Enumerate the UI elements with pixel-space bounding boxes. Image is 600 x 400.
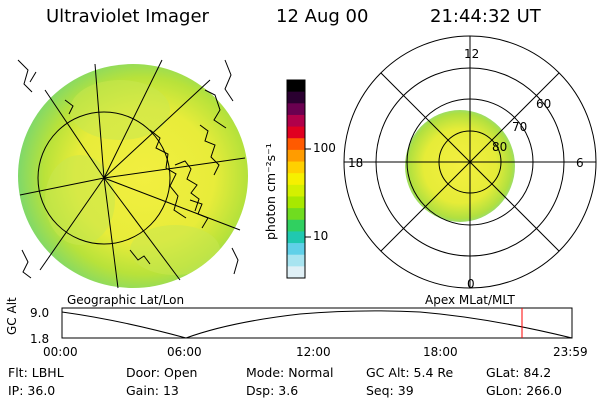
colorbar-swatch	[287, 91, 305, 104]
strip-axis-label: GC Alt	[5, 297, 19, 335]
colorbar-swatch	[287, 231, 305, 244]
strip-ytick-9: 9.0	[30, 306, 50, 320]
colorbar	[286, 79, 311, 279]
colorbar-swatch	[287, 138, 305, 151]
coastlines	[17, 59, 239, 279]
app-title: Ultraviolet Imager	[46, 6, 209, 27]
apex-caption: Apex MLat/MLT	[425, 293, 515, 307]
altitude-strip	[61, 307, 573, 339]
image-date: 12 Aug 00	[276, 6, 369, 27]
strip-xtick-1800: 18:00	[423, 345, 458, 359]
geographic-image	[17, 59, 248, 289]
colorbar-swatch	[287, 208, 305, 221]
info-glat: GLat: 84.2	[486, 365, 552, 380]
info-flt: Flt: LBHL	[8, 365, 64, 380]
colorbar-tick-100: 100	[313, 141, 336, 155]
colorbar-swatch	[287, 103, 305, 116]
image-time: 21:44:32 UT	[430, 6, 541, 27]
mlat-label-70: 70	[512, 120, 528, 134]
mlat-label-80: 80	[492, 140, 508, 154]
colorbar-swatch	[287, 219, 305, 232]
info-glon: GLon: 266.0	[486, 383, 562, 398]
info-dsp: Dsp: 3.6	[246, 383, 299, 398]
info-seq: Seq: 39	[366, 383, 414, 398]
colorbar-swatch	[287, 243, 305, 256]
colorbar-swatch	[287, 114, 305, 128]
uv-emission-disk-apex	[405, 110, 515, 222]
mlt-label-6: 6	[576, 156, 584, 170]
mlt-label-0: 0	[467, 277, 475, 291]
polar-grid	[343, 35, 597, 289]
mlt-label-18: 18	[348, 156, 364, 170]
colorbar-swatch	[287, 161, 305, 174]
colorbar-tick-10: 10	[313, 229, 329, 243]
info-ip: IP: 36.0	[8, 383, 56, 398]
colorbar-unit-label: photon cm⁻²s⁻¹	[263, 143, 278, 240]
colorbar-swatch	[287, 80, 305, 93]
info-mode: Mode: Normal	[246, 365, 334, 380]
colorbar-swatch	[287, 126, 305, 139]
colorbar-swatch	[287, 173, 305, 186]
mlt-label-12: 12	[464, 47, 480, 61]
colorbar-swatch	[287, 184, 305, 197]
altitude-curve	[61, 310, 573, 339]
colorbar-swatch	[287, 149, 305, 163]
mlat-label-60: 60	[536, 97, 552, 111]
colorbar-swatch	[287, 266, 305, 279]
colorbar-swatch	[287, 254, 305, 267]
info-gc-alt: GC Alt: 5.4 Re	[366, 365, 454, 380]
strip-xtick-0000: 00:00	[43, 345, 78, 359]
strip-ytick-1-8: 1.8	[30, 332, 50, 346]
strip-xtick-1200: 12:00	[296, 345, 331, 359]
apex-polar-plot	[343, 35, 597, 289]
strip-xtick-2359: 23:59	[553, 345, 588, 359]
geo-caption: Geographic Lat/Lon	[67, 293, 185, 307]
info-door: Door: Open	[126, 365, 198, 380]
info-gain: Gain: 13	[126, 383, 179, 398]
geo-grid	[19, 59, 246, 289]
colorbar-swatch	[287, 196, 305, 209]
strip-xtick-0600: 06:00	[167, 345, 202, 359]
